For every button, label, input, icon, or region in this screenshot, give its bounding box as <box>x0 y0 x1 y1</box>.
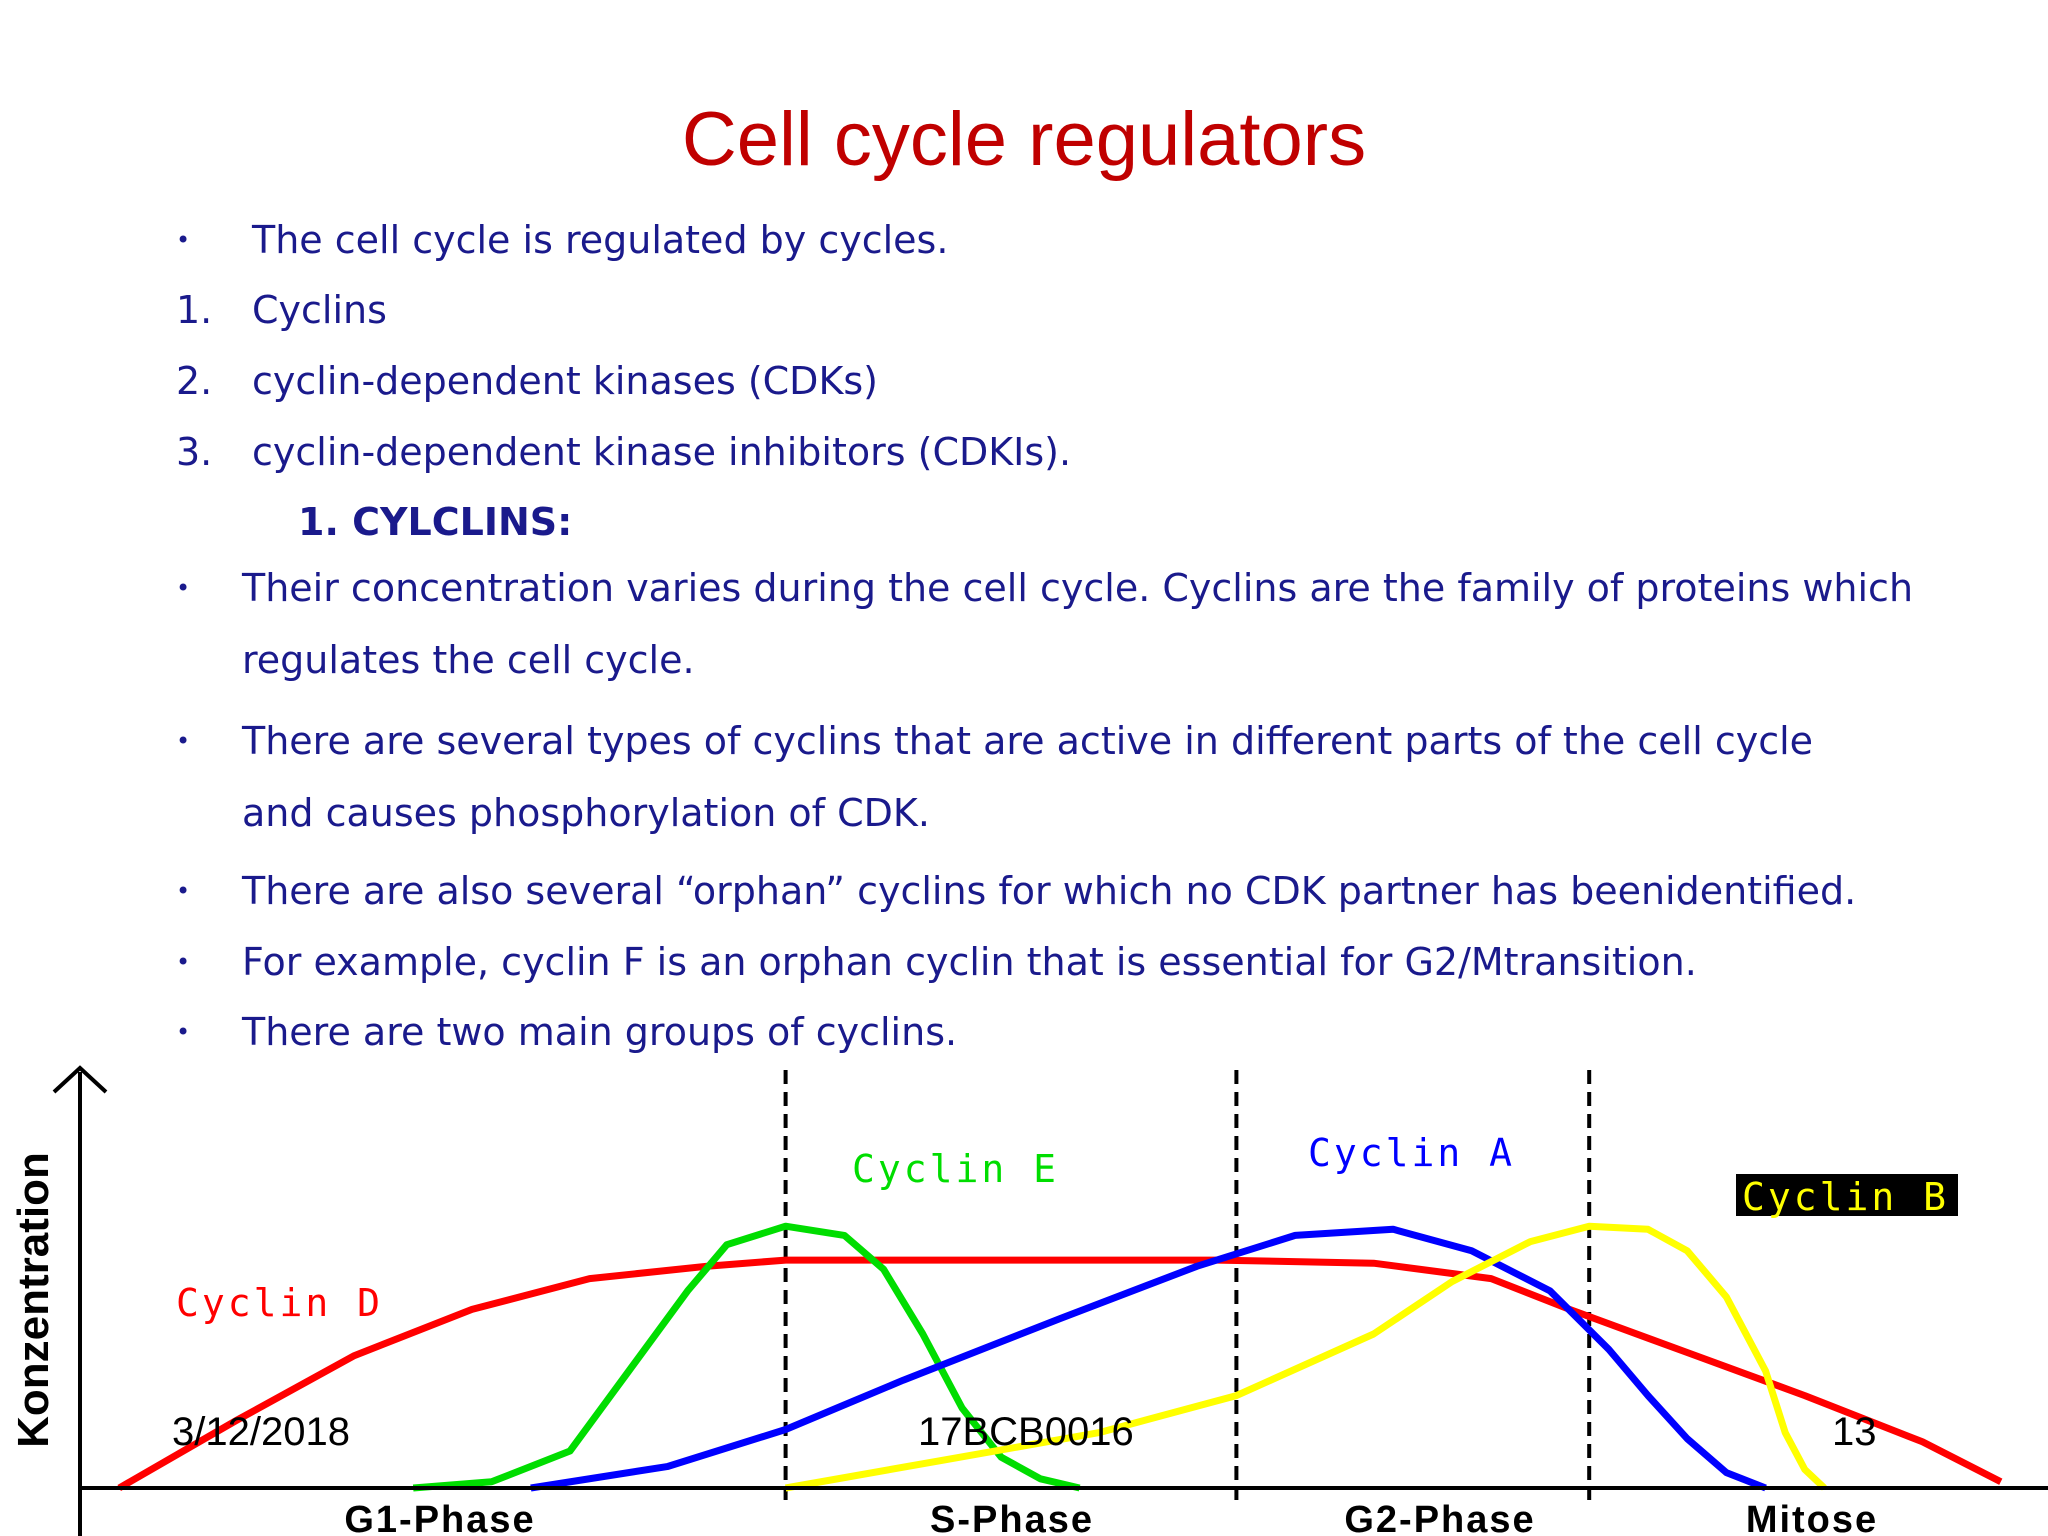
series-line-cyclin-b <box>784 1222 1827 1492</box>
series-line-cyclin-a <box>530 1225 1767 1492</box>
numbered-marker-2: 2. <box>176 359 213 403</box>
numbered-item-cdkis: cyclin-dependent kinase inhibitors (CDKI… <box>252 430 1072 474</box>
bullet-marker-2: • <box>176 727 191 755</box>
bullet-5-line-1: There are two main groups of cyclins. <box>242 1010 958 1054</box>
bullet-marker-3: • <box>176 877 191 905</box>
chart-axes <box>52 1065 2048 1536</box>
series-label-cyclin-a: Cyclin A <box>1308 1131 1515 1175</box>
bullet-marker-1: • <box>176 574 191 602</box>
phase-label-3: G2-Phase <box>1344 1499 1535 1536</box>
footer-date: 3/12/2018 <box>172 1410 350 1454</box>
numbered-item-cdks: cyclin-dependent kinases (CDKs) <box>252 359 878 403</box>
series-labels: Cyclin D Cyclin E Cyclin A Cyclin B <box>176 1131 1958 1325</box>
numbered-item-cyclins: Cyclins <box>252 288 387 332</box>
bullet-1-line-2: regulates the cell cycle. <box>242 638 695 682</box>
series-label-cyclin-d: Cyclin D <box>176 1281 383 1325</box>
phase-label-4: Mitose <box>1746 1499 1878 1536</box>
series-lines <box>117 1222 2003 1492</box>
footer-id: 17BCB0016 <box>918 1410 1134 1454</box>
bullet-1-line-1: Their concentration varies during the ce… <box>242 566 1914 610</box>
bullet-2-line-1: There are several types of cyclins that … <box>242 719 1814 763</box>
intro-text: The cell cycle is regulated by cycles. <box>252 218 949 262</box>
bullet-2-line-2: and causes phosphorylation of CDK. <box>242 791 930 835</box>
series-label-cyclin-b: Cyclin B <box>1742 1175 1949 1219</box>
phase-label-1: G1-Phase <box>344 1499 535 1536</box>
numbered-marker-3: 3. <box>176 430 213 474</box>
numbered-marker-1: 1. <box>176 288 213 332</box>
series-label-cyclin-e: Cyclin E <box>852 1147 1059 1191</box>
series-label-background <box>1736 1174 1958 1216</box>
phase-labels: G1-Phase S-Phase G2-Phase Mitose <box>344 1499 1878 1536</box>
bullet-marker: • <box>176 226 191 254</box>
slide-title: Cell cycle regulators <box>681 97 1367 182</box>
subheading-cyclins: 1. CYLCLINS: <box>298 500 573 544</box>
bullet-marker-4: • <box>176 948 191 976</box>
y-axis-label: Konzentration <box>9 1152 58 1448</box>
footer-page: 13 <box>1832 1410 1877 1454</box>
phase-label-2: S-Phase <box>930 1499 1094 1536</box>
bullet-marker-5: • <box>176 1018 191 1046</box>
series-line-cyclin-d <box>117 1256 2003 1492</box>
y-axis-arrow <box>52 1065 108 1094</box>
bullet-4-line-1: For example, cyclin F is an orphan cycli… <box>242 940 1697 984</box>
bullet-3-line-1: There are also several “orphan” cyclins … <box>242 869 1857 913</box>
